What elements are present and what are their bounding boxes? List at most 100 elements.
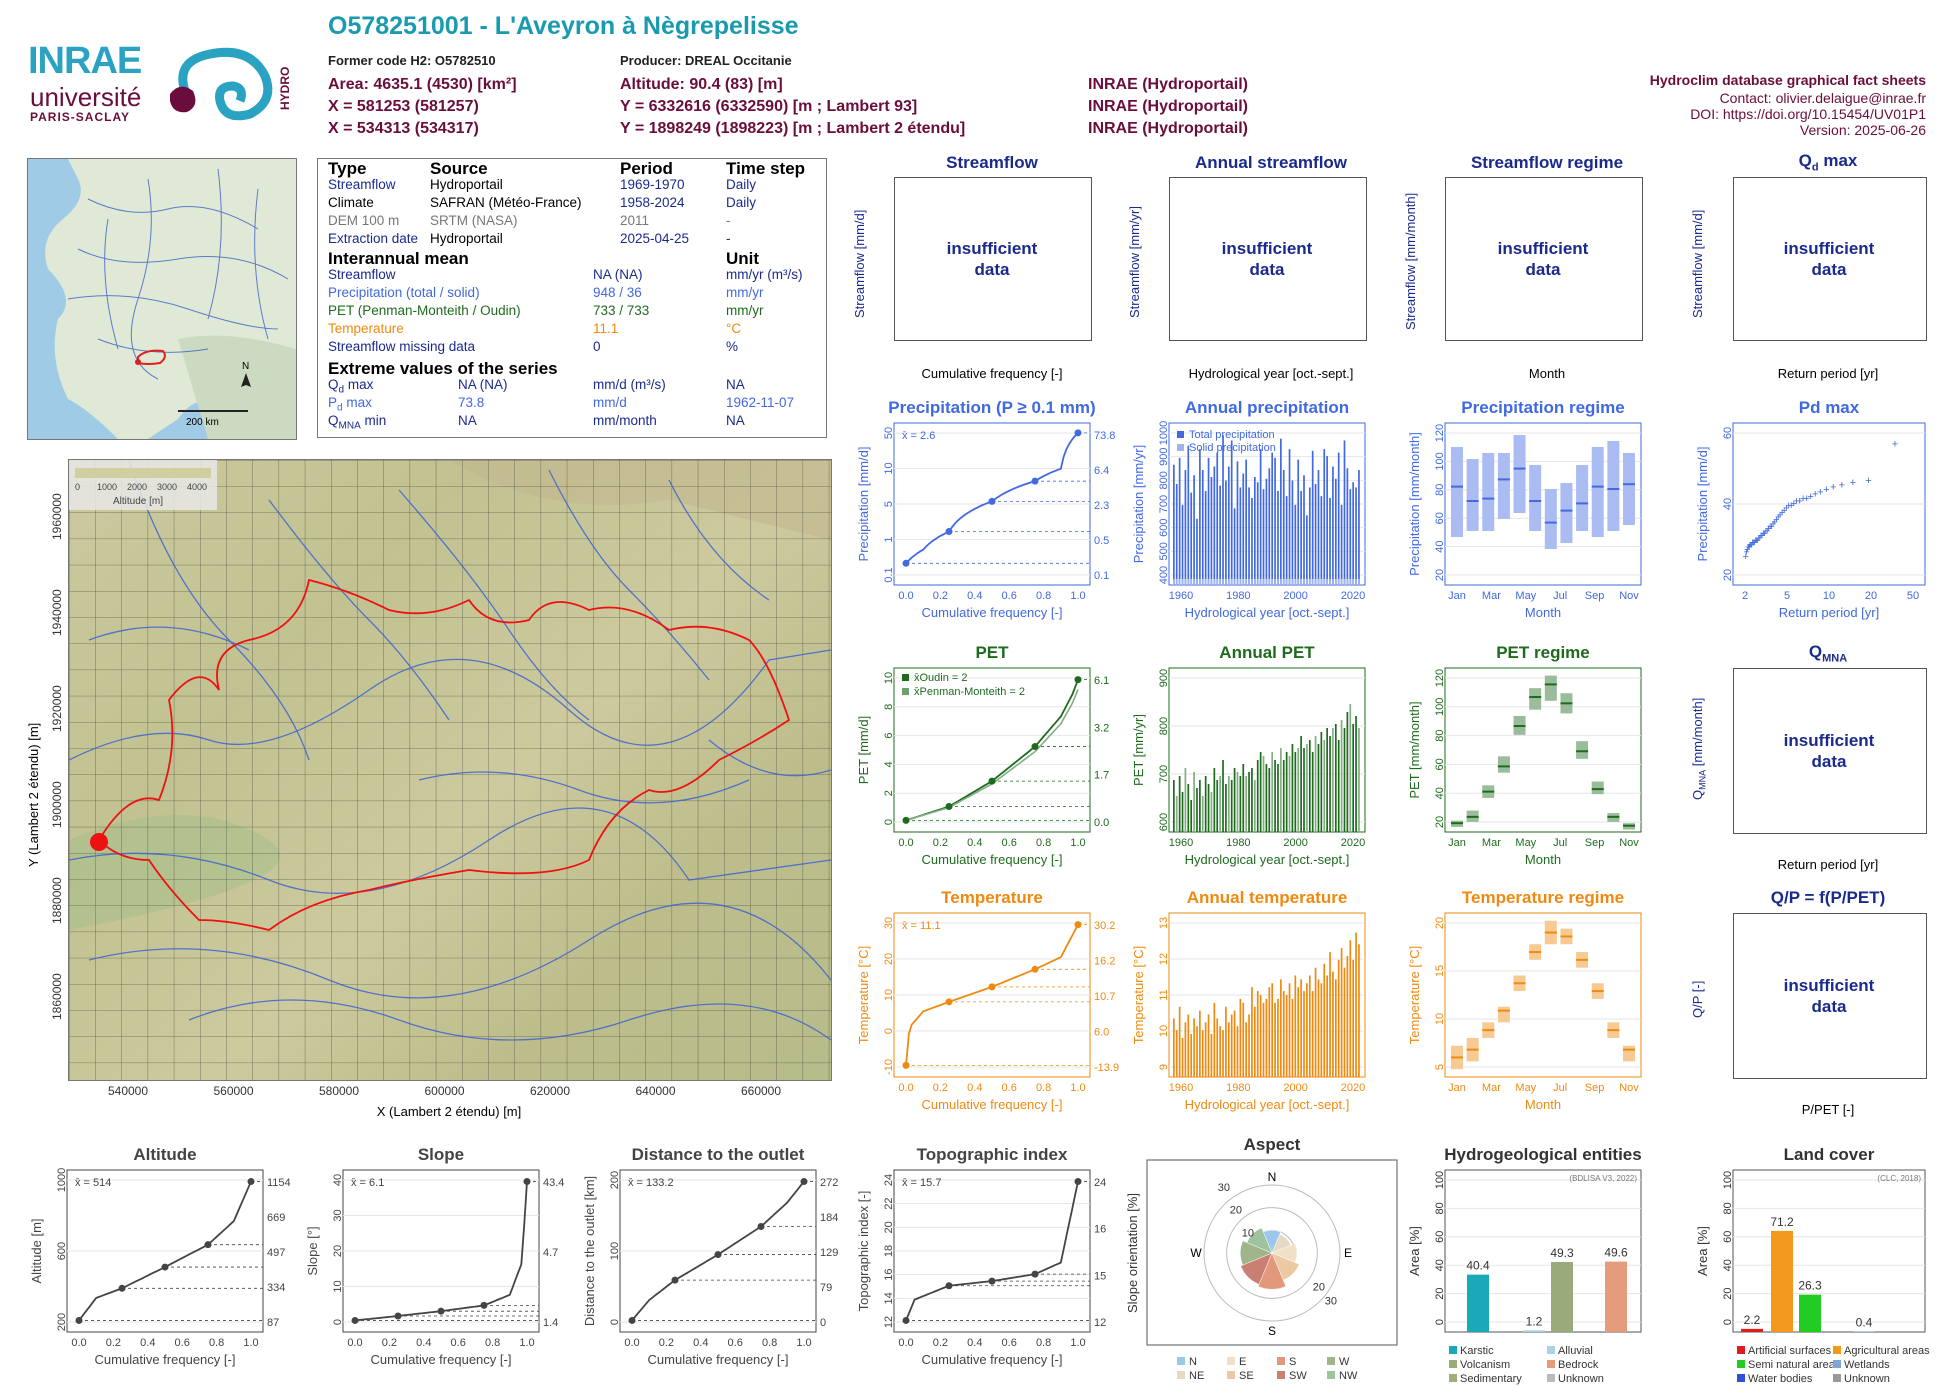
pdmax-point: + <box>1823 484 1829 496</box>
x-tick-label: 0.0 <box>347 1337 362 1349</box>
pdmax-point: + <box>1865 475 1871 487</box>
plot-frame <box>1444 667 1642 833</box>
solid-precip-bar <box>1227 579 1230 585</box>
quantile-label: 1.7 <box>1094 770 1109 782</box>
pdmax-point: + <box>1767 521 1773 533</box>
doi[interactable]: DOI: https://doi.org/10.15454/UV01P1 <box>1690 106 1926 122</box>
y-tick-label: 10 <box>883 989 895 1001</box>
annual-bar <box>1285 995 1288 1077</box>
x-tick-label: 0.8 <box>485 1337 500 1349</box>
chart-annual_precip: Annual precipitation 400 500 600 700 800 900 10… <box>1131 398 1366 620</box>
quantile-label: 334 <box>267 1282 285 1294</box>
pdmax-point: + <box>1850 477 1856 489</box>
y-tick-label: 120 <box>1434 424 1446 442</box>
info-table: Type Source Period Time step Streamflow H… <box>317 158 827 438</box>
qmna-title: QMNA <box>1809 642 1847 664</box>
map-xtick: 540000 <box>107 1084 149 1098</box>
annual-bar <box>1201 470 1204 585</box>
y-tick-label: 12 <box>883 1316 895 1328</box>
annual-bar <box>1230 1014 1233 1077</box>
annual-bar <box>1274 1002 1276 1077</box>
y-tick-label: 10 <box>883 672 895 684</box>
y-tick-label: 5 <box>883 501 895 507</box>
x-tick-label: 0.4 <box>967 1082 982 1094</box>
y-tick-label: 30 <box>883 917 895 929</box>
quantile-point <box>161 1263 169 1271</box>
quantile-point <box>902 1061 910 1069</box>
annual-bar <box>1280 438 1282 585</box>
x-tick-label: 0.0 <box>71 1337 86 1349</box>
quantile-label: 3.2 <box>1094 722 1109 734</box>
annual-bar <box>1265 478 1268 585</box>
x-axis-label: Cumulative frequency [-] <box>922 1352 1063 1367</box>
overview-map[interactable]: N 200 km <box>27 158 297 440</box>
annual-bar <box>1210 792 1213 832</box>
x-tick-label: 2020 <box>1341 1082 1365 1094</box>
regime-box <box>1513 435 1526 513</box>
catchment-map[interactable]: 0 1000 2000 3000 4000 Altitude [m] <box>68 459 832 1081</box>
solid-precip-bar <box>1210 579 1213 585</box>
qd-max-title-suffix: max <box>1818 151 1858 170</box>
annual-bar <box>1300 736 1302 832</box>
annual-bar <box>1207 457 1210 585</box>
qmna-panel <box>1733 668 1927 834</box>
y-axis-label: Slope orientation [%] <box>1125 1193 1140 1313</box>
x-axis-label: Cumulative frequency [-] <box>922 605 1063 620</box>
x-tick-label: Sep <box>1585 1082 1605 1094</box>
annual-bar <box>1204 1022 1207 1077</box>
streamflow-panel <box>894 177 1092 341</box>
pdmax-point: + <box>1743 551 1749 563</box>
annual-bar <box>1230 780 1233 832</box>
x-tick-label: 0.8 <box>1036 1082 1051 1094</box>
solid-precip-bar <box>1181 579 1184 585</box>
extreme-name-sub: d <box>338 384 345 396</box>
pdmax-point: + <box>1791 498 1797 510</box>
pdmax-point: + <box>1753 535 1759 547</box>
y-axis-label: Topographic index [-] <box>856 1191 871 1312</box>
annual-bar <box>1285 496 1288 585</box>
legend-label: Alluvial <box>1558 1345 1593 1357</box>
chart-landcover: Land cover 0 20 40 60 80 100 Area [%] (CLC, 2018… <box>1695 1145 1930 1385</box>
solid-precip-bar <box>1262 579 1265 585</box>
annual-bar <box>1314 483 1317 585</box>
quantile-point <box>1031 1270 1039 1278</box>
solid-precip-bar <box>1323 579 1326 585</box>
solid-precip-bar <box>1291 579 1294 585</box>
regime-box <box>1497 453 1510 519</box>
annual-bar <box>1346 955 1349 1077</box>
chart-title: PET regime <box>1496 643 1590 662</box>
x-tick-label: 0.8 <box>1036 837 1051 849</box>
y-tick-label: 700 <box>1158 765 1170 783</box>
y-tick-label: 0.1 <box>883 567 895 582</box>
map-xtick: 580000 <box>318 1084 360 1098</box>
pdmax-point: + <box>1757 532 1763 544</box>
annual-bar <box>1317 744 1320 832</box>
solid-precip-bar <box>1294 579 1297 585</box>
chart-title: Annual precipitation <box>1185 398 1349 417</box>
regime-box <box>1482 453 1495 531</box>
annual-bar <box>1248 487 1250 585</box>
rose-ring-label-right: 20 <box>1313 1281 1325 1293</box>
solid-precip-bar <box>1253 579 1256 585</box>
annual-bar <box>1311 991 1314 1077</box>
contact[interactable]: Contact: olivier.delaigue@inrae.fr <box>1719 90 1926 106</box>
legend-tick-0: 0 <box>75 482 80 492</box>
annual-bar <box>1337 959 1340 1077</box>
annual-bar <box>1178 776 1181 832</box>
hydro-logo-text: HYDRO <box>278 67 290 110</box>
annual-bar <box>1184 768 1187 832</box>
x-tick-label: 1.0 <box>1070 1337 1085 1349</box>
rose-sector-s <box>1257 1252 1287 1290</box>
x-tick-label: 2020 <box>1341 837 1365 849</box>
x-tick-label: 2 <box>1742 590 1748 602</box>
annual-bar <box>1349 489 1352 585</box>
annual-bar <box>1268 768 1271 832</box>
annual-bar <box>1173 1018 1175 1077</box>
x-tick-label: Nov <box>1619 590 1639 602</box>
solid-precip-bar <box>1288 579 1291 585</box>
annual-bar <box>1196 788 1198 832</box>
annual-bar <box>1320 732 1323 832</box>
solid-precip-bar <box>1332 579 1334 585</box>
y-tick-label: 0 <box>332 1319 344 1325</box>
